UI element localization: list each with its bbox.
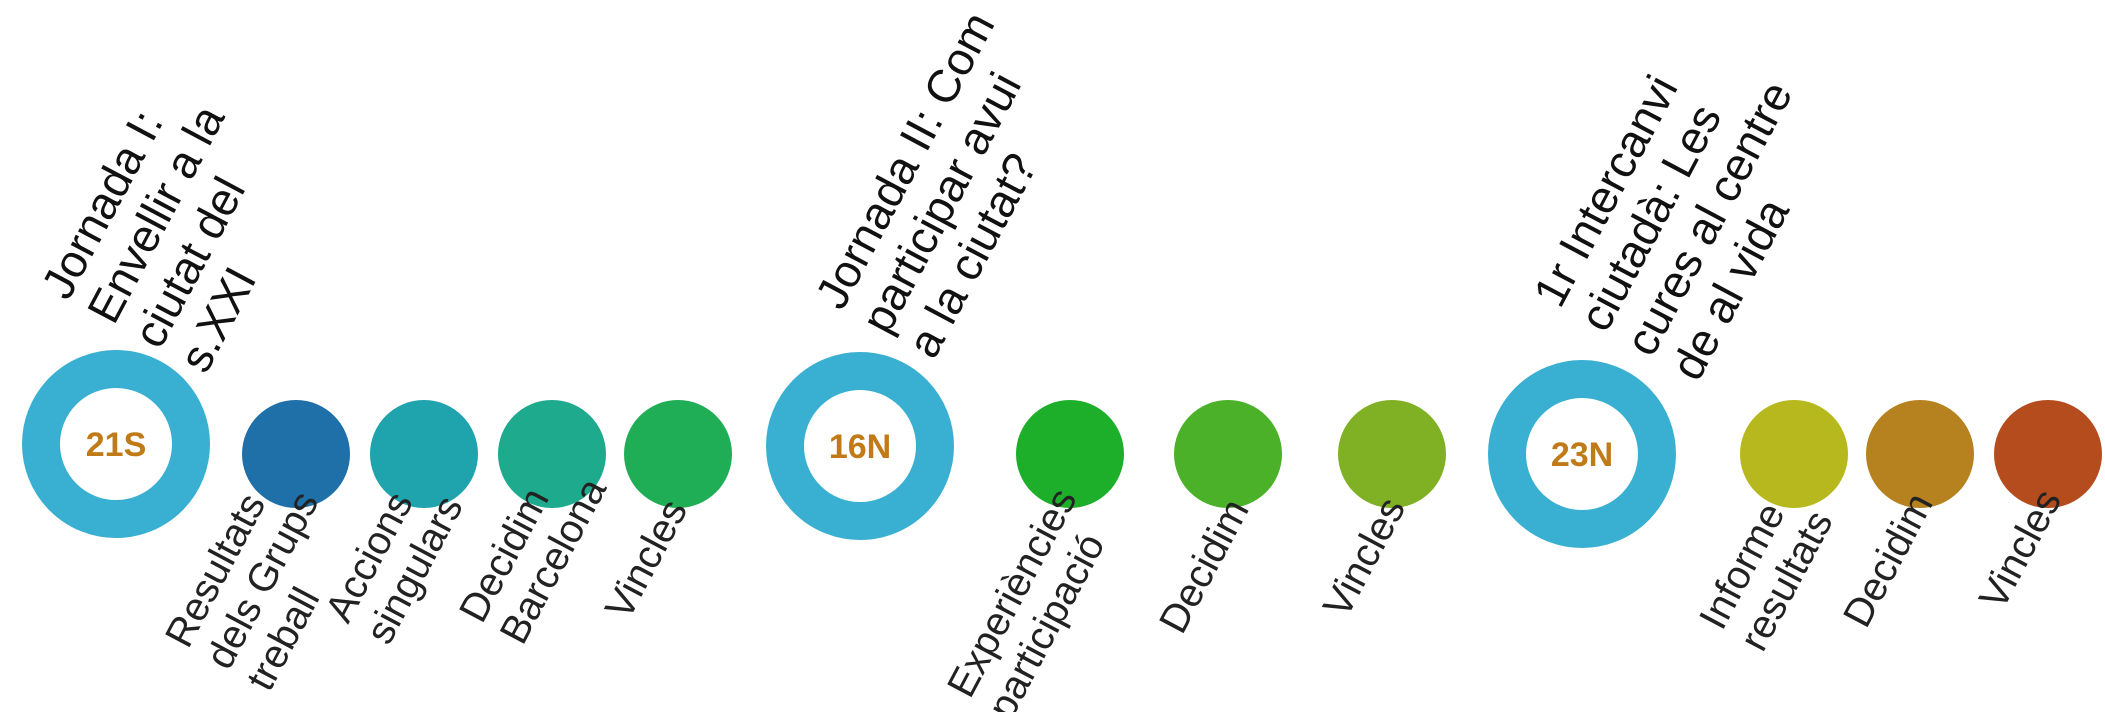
hub-16n-label: 16N [829,428,891,466]
hub-21s-ring [22,350,210,538]
vincles-2-circle [1338,400,1446,508]
decidim-3-label-line: Decidim [1835,486,1942,634]
vincles-3-label: Vincles [1971,482,2070,616]
accions-singulars-circle [370,400,478,508]
vincles-1-node: Vincles [597,400,732,626]
decidim-barcelona-circle [498,400,606,508]
hub-23n-label: 23N [1551,436,1613,474]
vincles-1-label: Vincles [597,492,696,626]
hub-21s-label: 21S [86,426,147,464]
decidim-3-circle [1866,400,1974,508]
decidim-3-node: Decidim [1835,400,1974,634]
decidim-2-node: Decidim [1151,400,1282,640]
vincles-2-label: Vincles [1315,490,1414,624]
vincles-3-label-line: Vincles [1971,482,2070,616]
vincles-3-circle [1994,400,2102,508]
decidim-2-label: Decidim [1151,492,1258,640]
hub-16n-ring [766,352,954,540]
resultats-grups-treball-circle [242,400,350,508]
vincles-2-node: Vincles [1315,400,1446,624]
decidim-2-circle [1174,400,1282,508]
decidim-2-label-line: Decidim [1151,492,1258,640]
informe-resultats-circle [1740,400,1848,508]
hub-23n-ring [1488,360,1676,548]
vincles-3-node: Vincles [1971,400,2102,616]
vincles-1-label-line: Vincles [597,492,696,626]
vincles-1-circle [624,400,732,508]
experiencies-participacio-circle [1016,400,1124,508]
vincles-2-label-line: Vincles [1315,490,1414,624]
decidim-3-label: Decidim [1835,486,1942,634]
